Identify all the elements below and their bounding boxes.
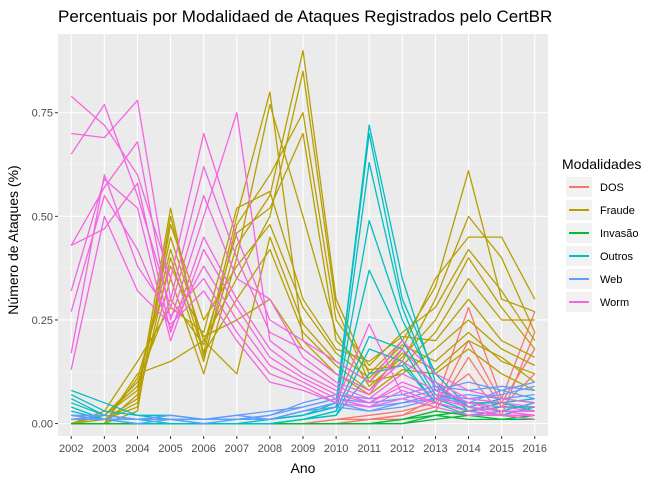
x-tick-label: 2011 [357,443,381,455]
x-tick-label: 2002 [59,443,83,455]
series-line [71,132,535,421]
x-tick-label: 2009 [291,443,315,455]
series-line [70,174,535,421]
legend-label: Invasão [600,228,639,240]
series-line [71,99,535,408]
x-tick-label: 2012 [390,443,414,455]
x-tick-label: 2004 [125,443,149,455]
legend-label: DOS [600,182,624,194]
series-line [70,95,535,404]
series-web [71,381,535,425]
x-tick-label: 2015 [489,443,513,455]
series-line [70,178,535,416]
x-tick-label: 2006 [191,443,215,455]
legend-title: Modalidades [562,156,641,172]
y-axis-title: Número de Ataques (%) [5,165,21,314]
series-line [71,223,536,425]
y-tick-label: 0.50 [32,211,53,223]
series-line [71,389,535,425]
x-tick-label: 2005 [158,443,182,455]
legend-label: Web [600,274,622,286]
legend-label: Fraude [600,205,635,217]
y-tick-label: 0.00 [32,419,53,431]
x-tick-label: 2014 [456,443,480,455]
y-tick-label: 0.25 [32,315,53,327]
plot-panel: 0.00 0.25 0.50 0.75 2002 2003 2004 2005 2006 2007… [32,34,548,455]
x-tick-label: 2013 [423,443,447,455]
legend-label: Worm [600,297,629,309]
series-line [70,182,535,416]
chart-title: Percentuais por Modalidaed de Ataques Re… [58,7,552,26]
legend: Modalidades DOS Fraude Invasão Outros Web Wor… [562,156,641,312]
x-tick-label: 2010 [324,443,348,455]
series-line [70,112,535,412]
x-tick-label: 2007 [225,443,249,455]
legend-label: Outros [600,251,634,263]
series-line [71,236,536,425]
series-line [71,49,536,421]
series-worm [70,95,535,421]
x-axis-title: Ano [291,460,316,476]
x-tick-label: 2016 [523,443,547,455]
y-tick-label: 0.75 [32,108,53,120]
series-line [71,385,535,421]
series-line [70,215,535,421]
x-tick-label: 2003 [92,443,116,455]
x-tick-label: 2008 [258,443,282,455]
